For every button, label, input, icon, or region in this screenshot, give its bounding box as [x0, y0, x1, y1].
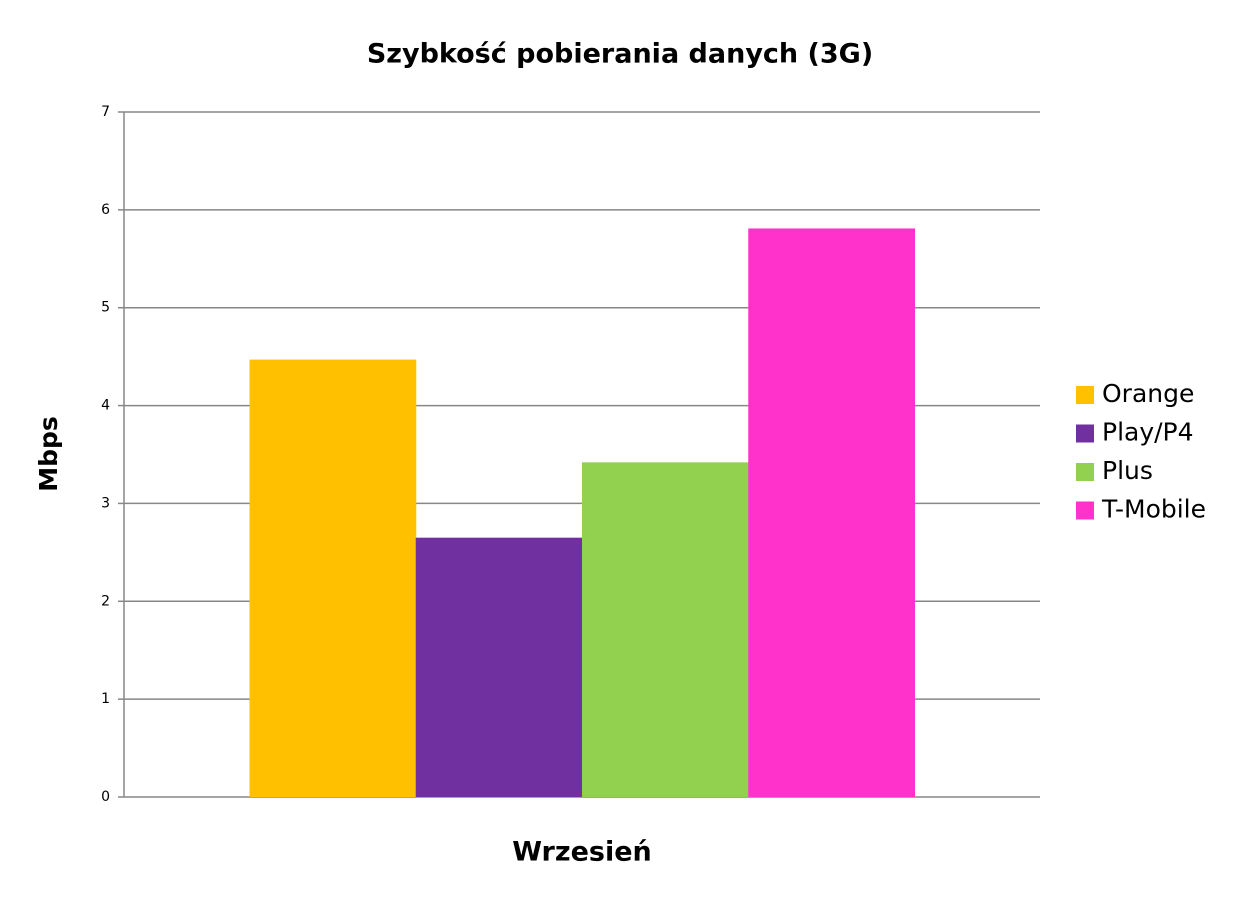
- legend-label: T-Mobile: [1101, 495, 1206, 524]
- y-tick-label: 0: [101, 789, 110, 805]
- legend-swatch: [1076, 501, 1094, 520]
- legend-swatch: [1076, 463, 1094, 481]
- x-tick-label: Wrzesień: [512, 837, 652, 868]
- y-tick-label: 3: [101, 495, 110, 511]
- bar: [582, 462, 749, 797]
- legend-label: Orange: [1102, 379, 1194, 408]
- y-tick-label: 4: [101, 398, 110, 414]
- y-axis-title: Mbps: [34, 416, 63, 492]
- bar: [249, 359, 417, 797]
- chart-title: Szybkość pobierania danych (3G): [367, 39, 873, 70]
- y-tick-label: 1: [101, 691, 110, 707]
- y-tick-label: 2: [101, 593, 110, 609]
- bar: [748, 228, 916, 797]
- y-tick-label: 7: [101, 104, 110, 120]
- legend-label: Play/P4: [1102, 418, 1194, 447]
- y-tick-label: 5: [101, 300, 110, 316]
- legend-swatch: [1076, 424, 1094, 443]
- y-tick-label: 6: [101, 202, 110, 218]
- legend-swatch: [1076, 386, 1094, 404]
- bar: [415, 537, 583, 797]
- legend-label: Plus: [1102, 456, 1153, 485]
